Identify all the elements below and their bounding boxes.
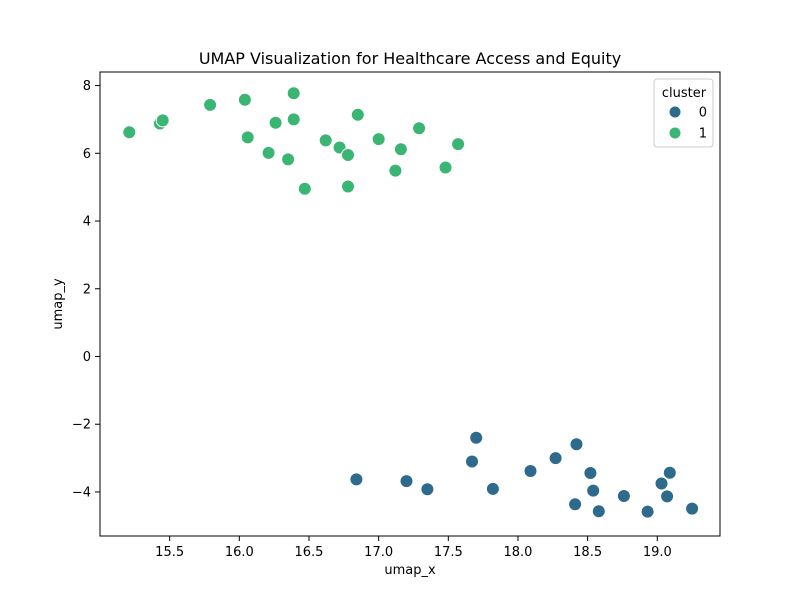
- data-point-cluster-1-15: [341, 148, 355, 162]
- x-tick-label: 17.5: [434, 545, 463, 560]
- y-axis: −4 −2 0 2 4 6 8: [72, 79, 100, 500]
- legend-marker-1: [668, 126, 682, 140]
- data-point-cluster-0-13: [616, 489, 631, 503]
- x-axis-label: umap_x: [384, 563, 436, 578]
- x-tick-label: 19.0: [643, 545, 672, 560]
- data-point-cluster-1-19: [393, 142, 408, 157]
- data-point-cluster-0-7: [548, 451, 563, 466]
- data-point-cluster-0-18: [685, 501, 700, 516]
- legend: cluster 01: [653, 78, 714, 148]
- data-point-cluster-1-4: [237, 92, 252, 107]
- data-point-cluster-1-9: [286, 86, 301, 101]
- data-point-cluster-0-17: [662, 465, 677, 480]
- data-point-cluster-1-21: [438, 160, 453, 175]
- data-point-cluster-0-9: [569, 437, 584, 452]
- y-tick-label: 0: [83, 350, 91, 365]
- data-point-cluster-1-11: [297, 181, 312, 196]
- data-point-cluster-0-2: [420, 482, 435, 497]
- y-axis-label: umap_y: [51, 278, 66, 330]
- x-tick-label: 18.5: [573, 545, 602, 560]
- y-tick-label: 2: [83, 282, 91, 297]
- data-point-cluster-0-11: [586, 483, 601, 498]
- legend-title: cluster: [662, 86, 707, 101]
- data-point-cluster-1-20: [412, 121, 427, 136]
- data-point-cluster-0-14: [640, 504, 655, 519]
- data-point-cluster-1-22: [451, 137, 466, 152]
- data-point-cluster-1-18: [388, 163, 403, 178]
- data-point-cluster-1-8: [281, 152, 296, 167]
- legend-label-0: 0: [699, 106, 707, 121]
- x-tick-label: 16.5: [295, 545, 324, 560]
- data-point-cluster-0-0: [349, 472, 364, 487]
- x-tick-label: 17.0: [364, 545, 393, 560]
- plot-frame: [99, 71, 721, 537]
- data-point-cluster-0-12: [591, 504, 606, 519]
- data-point-cluster-0-3: [465, 454, 479, 469]
- y-tick-label: 8: [83, 79, 91, 94]
- y-tick-label: 4: [83, 215, 91, 230]
- x-tick-label: 18.0: [504, 545, 533, 560]
- data-point-cluster-1-17: [371, 132, 386, 147]
- legend-marker-0: [668, 105, 682, 119]
- x-tick-label: 16.0: [225, 545, 254, 560]
- data-point-cluster-0-8: [568, 497, 583, 512]
- data-point-cluster-1-12: [318, 133, 333, 148]
- data-point-cluster-0-16: [660, 489, 675, 504]
- data-point-cluster-1-3: [203, 97, 218, 112]
- y-tick-label: 6: [83, 147, 91, 162]
- data-point-cluster-0-5: [485, 481, 500, 496]
- x-axis: 15.5 16.0 16.5 17.0 17.5 18.0 18.5 19.0: [155, 536, 672, 560]
- legend-label-1: 1: [699, 127, 707, 142]
- data-point-cluster-1-7: [268, 115, 283, 130]
- data-point-cluster-0-15: [654, 476, 669, 491]
- data-point-cluster-0-10: [583, 466, 598, 480]
- points-layer: [122, 86, 700, 519]
- y-tick-label: −2: [72, 418, 91, 433]
- legend-items: 01: [668, 105, 707, 142]
- data-point-cluster-1-10: [286, 112, 301, 127]
- data-point-cluster-1-5: [240, 130, 255, 145]
- data-point-cluster-1-2: [155, 113, 170, 128]
- data-point-cluster-1-14: [341, 179, 355, 194]
- x-tick-label: 15.5: [155, 545, 184, 560]
- y-tick-label: −4: [72, 485, 91, 500]
- data-point-cluster-1-6: [261, 145, 276, 160]
- data-point-cluster-0-6: [523, 464, 538, 478]
- data-point-cluster-0-4: [469, 430, 484, 445]
- chart-title: UMAP Visualization for Healthcare Access…: [199, 49, 621, 68]
- data-point-cluster-1-0: [122, 125, 137, 140]
- legend-box: [653, 78, 714, 148]
- data-point-cluster-1-16: [350, 107, 365, 122]
- data-point-cluster-0-1: [399, 474, 414, 489]
